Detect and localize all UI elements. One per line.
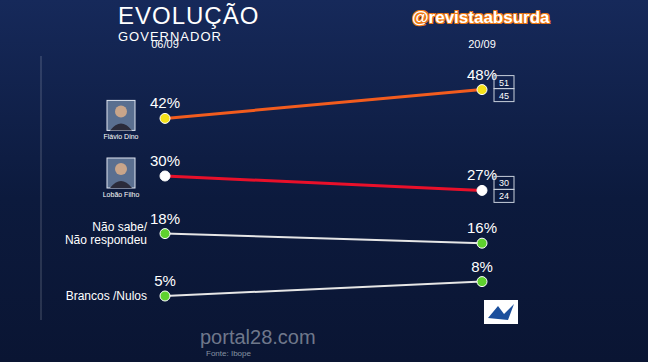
svg-text:45: 45 — [499, 91, 509, 101]
svg-text:8%: 8% — [471, 258, 493, 275]
svg-text:48%: 48% — [467, 66, 497, 83]
svg-text:24: 24 — [499, 191, 509, 201]
svg-text:51: 51 — [499, 78, 509, 88]
svg-text:42%: 42% — [150, 94, 180, 111]
svg-text:Não respondeu: Não respondeu — [65, 233, 147, 247]
svg-text:18%: 18% — [150, 210, 180, 227]
svg-text:30%: 30% — [150, 152, 180, 169]
svg-text:30: 30 — [499, 178, 509, 188]
svg-text:20/09: 20/09 — [468, 38, 496, 50]
svg-text:27%: 27% — [467, 166, 497, 183]
svg-text:Brancos /Nulos: Brancos /Nulos — [66, 289, 147, 303]
svg-text:5%: 5% — [154, 272, 176, 289]
svg-text:Flávio Dino: Flávio Dino — [103, 133, 138, 140]
svg-text:16%: 16% — [467, 219, 497, 236]
svg-text:Lobão Filho: Lobão Filho — [103, 191, 140, 198]
svg-text:Não sabe/: Não sabe/ — [92, 220, 147, 234]
svg-text:06/09: 06/09 — [151, 38, 179, 50]
